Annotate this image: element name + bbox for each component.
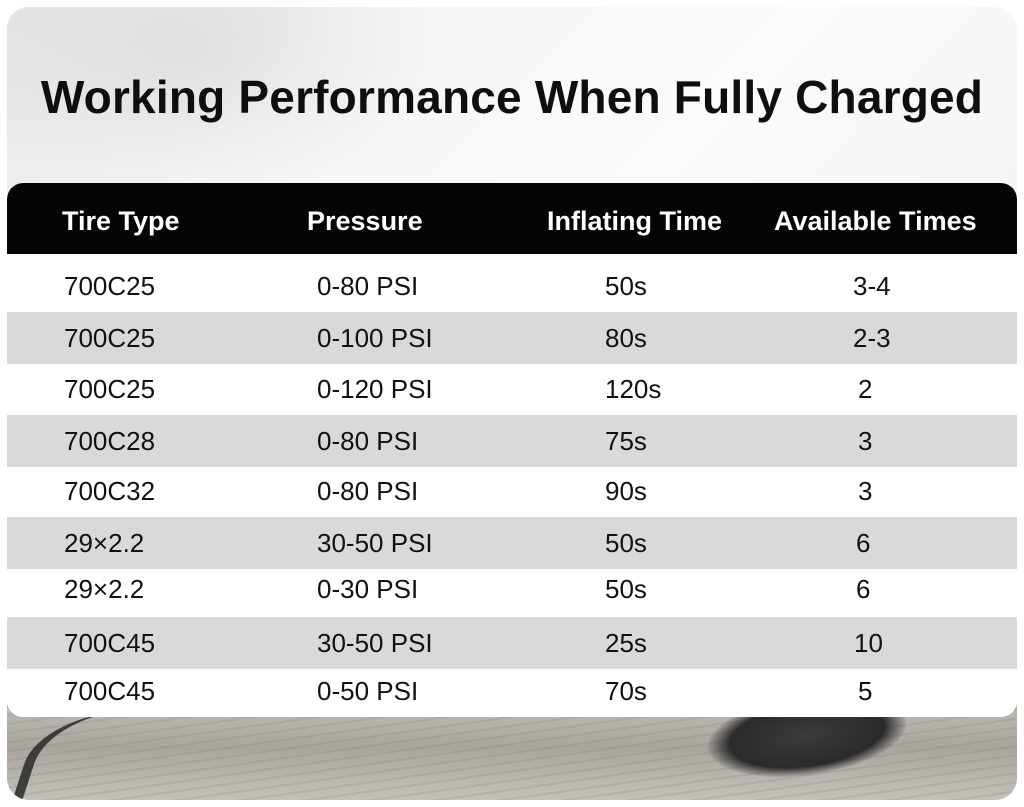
table-row: 700C45 0-50 PSI 70s 5 xyxy=(7,665,1017,717)
cell-available-times: 3-4 xyxy=(853,271,891,301)
cell-available-times: 6 xyxy=(856,574,871,604)
table-row: 700C25 0-80 PSI 50s 3-4 xyxy=(7,260,1017,312)
cell-available-times: 6 xyxy=(856,528,871,558)
table-header: Tire Type Pressure Inflating Time Availa… xyxy=(7,183,1017,254)
page-title: Working Performance When Fully Charged xyxy=(40,71,984,123)
cell-inflating-time: 90s xyxy=(605,476,647,506)
cell-tire-type: 700C25 xyxy=(64,374,156,404)
cell-inflating-time: 50s xyxy=(605,574,647,604)
cell-tire-type: 700C25 xyxy=(64,271,156,301)
table-row: 700C28 0-80 PSI 75s 3 xyxy=(7,415,1017,467)
cell-available-times: 2 xyxy=(858,374,873,404)
cell-tire-type: 700C45 xyxy=(64,676,156,706)
cell-pressure: 0-30 PSI xyxy=(317,574,419,604)
cell-tire-type: 700C45 xyxy=(64,628,156,658)
cell-inflating-time: 120s xyxy=(605,374,662,404)
table-row: 700C25 0-100 PSI 80s 2-3 xyxy=(7,312,1017,364)
cell-inflating-time: 75s xyxy=(605,426,647,456)
cell-pressure: 30-50 PSI xyxy=(317,528,433,558)
cell-pressure: 0-80 PSI xyxy=(317,271,419,301)
table-row: 700C25 0-120 PSI 120s 2 xyxy=(7,363,1017,415)
table-row: 29×2.2 30-50 PSI 50s 6 xyxy=(7,517,1017,569)
cell-inflating-time: 80s xyxy=(605,323,647,353)
cell-pressure: 0-100 PSI xyxy=(317,323,433,353)
cell-tire-type: 29×2.2 xyxy=(64,528,145,558)
column-header-pressure: Pressure xyxy=(307,206,423,236)
cell-pressure: 0-80 PSI xyxy=(317,426,419,456)
performance-table: Tire Type Pressure Inflating Time Availa… xyxy=(7,183,1017,717)
cell-tire-type: 700C28 xyxy=(64,426,156,456)
cell-tire-type: 700C25 xyxy=(64,323,156,353)
cell-inflating-time: 25s xyxy=(605,628,647,658)
cell-available-times: 5 xyxy=(858,676,873,706)
cell-available-times: 2-3 xyxy=(853,323,891,353)
column-header-inflating-time: Inflating Time xyxy=(547,206,723,236)
cell-available-times: 3 xyxy=(858,426,873,456)
cell-available-times: 3 xyxy=(858,476,873,506)
cell-pressure: 30-50 PSI xyxy=(317,628,433,658)
column-header-available-times: Available Times xyxy=(774,206,977,236)
table-row: 700C45 30-50 PSI 25s 10 xyxy=(7,617,1017,669)
cell-pressure: 0-120 PSI xyxy=(317,374,433,404)
table-row: 700C32 0-80 PSI 90s 3 xyxy=(7,465,1017,517)
cell-tire-type: 29×2.2 xyxy=(64,574,145,604)
cell-pressure: 0-80 PSI xyxy=(317,476,419,506)
cell-tire-type: 700C32 xyxy=(64,476,156,506)
cell-inflating-time: 50s xyxy=(605,271,647,301)
cell-available-times: 10 xyxy=(854,628,883,658)
column-header-tire-type: Tire Type xyxy=(62,206,180,236)
cell-inflating-time: 50s xyxy=(605,528,647,558)
cell-pressure: 0-50 PSI xyxy=(317,676,419,706)
table-row: 29×2.2 0-30 PSI 50s 6 xyxy=(7,563,1017,615)
cell-inflating-time: 70s xyxy=(605,676,647,706)
